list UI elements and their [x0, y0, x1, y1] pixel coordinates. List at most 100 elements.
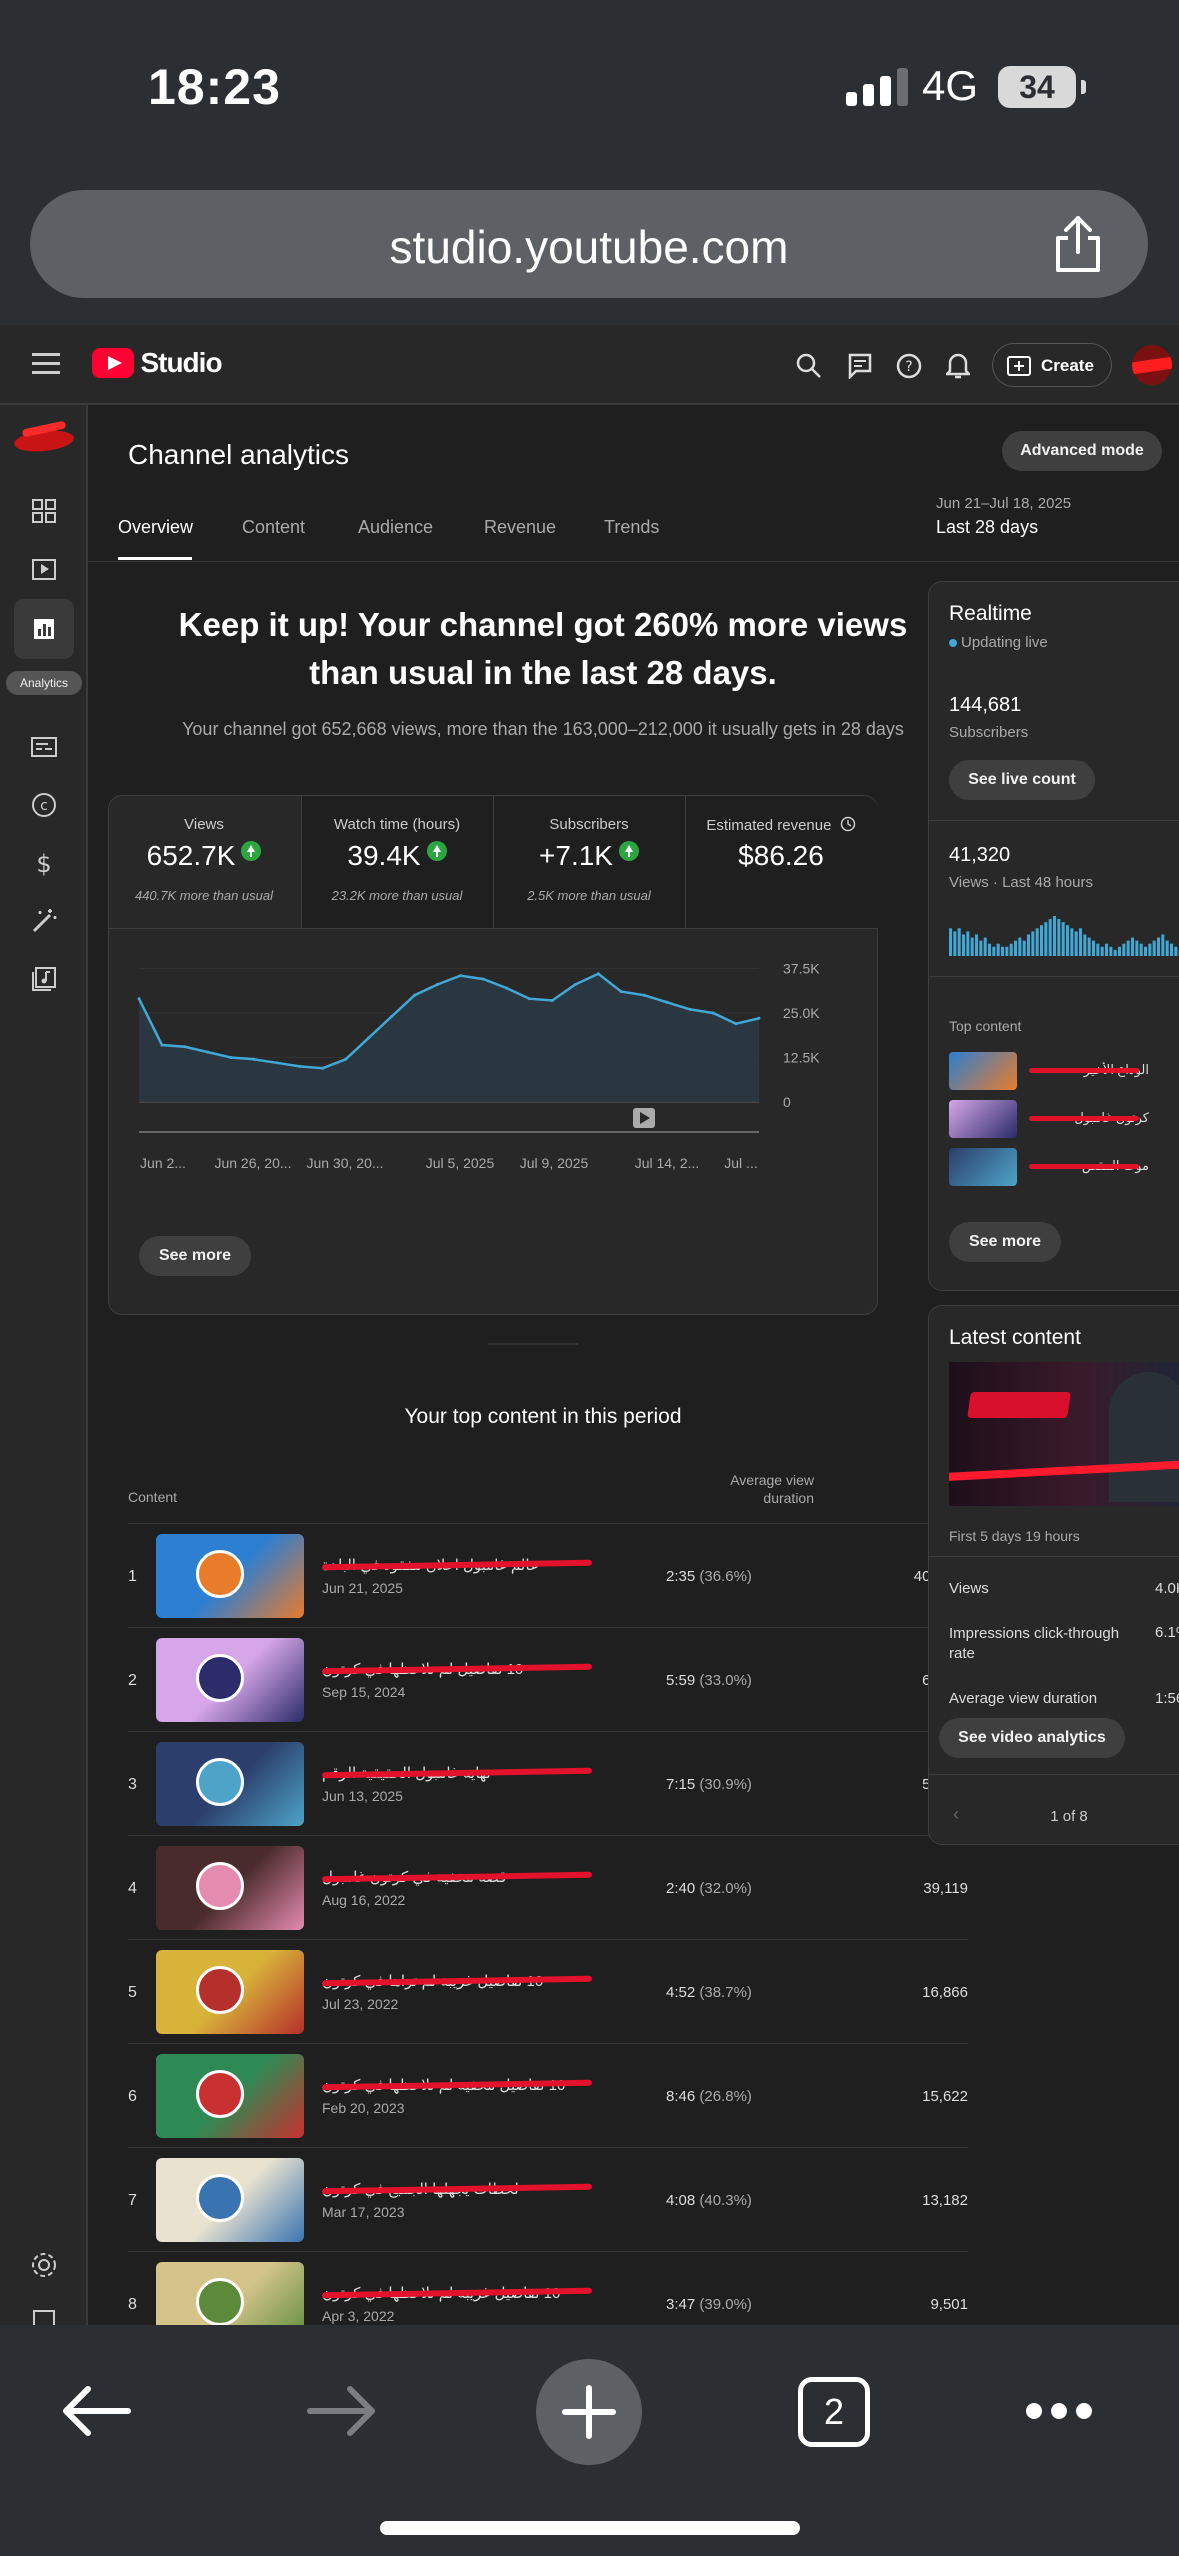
settings-icon[interactable] [28, 2249, 60, 2281]
metric-title: Estimated revenue [686, 816, 876, 834]
thumbnail-character-art [196, 1966, 244, 2014]
video-views: 15,622 [922, 2088, 968, 2105]
audio-library-icon[interactable] [28, 963, 60, 995]
table-row[interactable]: 510 تفاصيل غريبة لم تراها في كرتونJul 23… [128, 1939, 968, 2043]
realtime-bar [1061, 922, 1065, 956]
metric-subscribers[interactable]: Subscribers +7.1K 2.5K more than usual [493, 796, 685, 928]
video-thumbnail[interactable] [156, 2262, 304, 2325]
summary-subtext: Your channel got 652,668 views, more tha… [182, 719, 904, 739]
tabs-button[interactable]: 2 [798, 2377, 870, 2447]
video-marker-icon[interactable] [633, 1108, 655, 1128]
see-video-analytics-button[interactable]: See video analytics [939, 1718, 1125, 1758]
realtime-item-views: 3 [1159, 1158, 1179, 1174]
row-rank: 3 [128, 1776, 137, 1793]
realtime-bar [1152, 940, 1156, 956]
data-point [757, 1016, 761, 1020]
avg-view-duration: 2:35 (36.6%) [666, 1568, 752, 1585]
account-avatar[interactable] [1132, 345, 1172, 385]
dashboard-icon[interactable] [28, 495, 60, 527]
table-row[interactable]: 210 تفاصيل لم تلاحظها في كرتونSep 15, 20… [128, 1627, 968, 1731]
tab-audience[interactable]: Audience [358, 517, 434, 537]
back-icon[interactable] [58, 2381, 132, 2441]
video-date: Jul 23, 2022 [322, 1996, 399, 2012]
table-row[interactable]: 810 تفاصيل غريبة لم تلاحظها في كرتونApr … [128, 2251, 968, 2325]
metric-watch-time[interactable]: Watch time (hours) 39.4K 23.2K more than… [301, 796, 493, 928]
table-row[interactable]: 610 تفاصيل مخفية لم تلاحظها في كرتونFeb … [128, 2043, 968, 2147]
metric-views[interactable]: Views 652.7K 440.7K more than usual [109, 796, 301, 928]
metric-title: Subscribers [549, 816, 629, 833]
realtime-card: Realtime Updating live 144,681 Subscribe… [928, 581, 1179, 1291]
search-icon[interactable] [796, 353, 822, 379]
data-point [642, 993, 646, 997]
tab-revenue[interactable]: Revenue [484, 517, 557, 537]
tab-trends[interactable]: Trends [604, 517, 660, 537]
metric-sub: 2.5K more than usual [527, 888, 651, 903]
realtime-bar [1083, 934, 1087, 956]
realtime-bar [975, 934, 979, 956]
table-row[interactable]: 1عالم غامبول اعلان مفقود في البلدةJun 21… [128, 1523, 968, 1627]
realtime-bar [983, 937, 987, 956]
advanced-mode-button[interactable]: Advanced mode [1002, 431, 1162, 471]
studio-logo[interactable]: Studio [92, 347, 223, 379]
subtitles-icon[interactable] [28, 731, 60, 763]
data-point [160, 1043, 164, 1047]
notifications-icon[interactable] [946, 351, 970, 379]
channel-avatar[interactable] [8, 420, 80, 455]
table-row[interactable]: 7لحظات يجهلها الجميع في كرتونMar 17, 202… [128, 2147, 968, 2251]
content-icon[interactable] [28, 553, 60, 585]
row-rank: 6 [128, 2088, 137, 2105]
video-thumbnail[interactable] [156, 2054, 304, 2138]
create-button[interactable]: Create [992, 343, 1112, 387]
latest-thumbnail[interactable] [949, 1362, 1179, 1506]
realtime-list-item[interactable]: الوداع الأخير25 [949, 1052, 1179, 1092]
tab-content[interactable]: Content [242, 517, 306, 537]
realtime-bar [953, 931, 957, 956]
customization-icon[interactable] [28, 905, 60, 937]
redaction-mark [1029, 1164, 1139, 1169]
copyright-icon[interactable]: c [28, 789, 60, 821]
table-row[interactable]: 3نهاية غامبول الحقيقية الرقمJun 13, 2025… [128, 1731, 968, 1835]
share-icon[interactable] [1050, 214, 1106, 274]
table-row[interactable]: 4قصة مخفية في كرتون غامبولAug 16, 20222:… [128, 1835, 968, 1939]
video-thumbnail[interactable] [156, 1638, 304, 1722]
avg-view-duration: 3:47 (39.0%) [666, 2296, 752, 2313]
see-live-count-button[interactable]: See live count [949, 760, 1095, 800]
forward-icon[interactable] [306, 2381, 380, 2441]
realtime-list-item[interactable]: كرتون غامبول3 [949, 1100, 1179, 1140]
realtime-see-more-button[interactable]: See more [949, 1222, 1061, 1262]
realtime-bar [1074, 931, 1078, 956]
realtime-views-bars[interactable] [949, 912, 1179, 956]
video-thumbnail[interactable] [156, 1742, 304, 1826]
latest-content-card: Latest content First 5 days 19 hours Vie… [928, 1305, 1179, 1845]
address-bar[interactable]: studio.youtube.com [30, 190, 1148, 298]
video-thumbnail[interactable] [156, 1950, 304, 2034]
help-icon[interactable]: ? [896, 353, 922, 379]
more-icon[interactable] [1024, 2401, 1094, 2421]
new-tab-button[interactable] [536, 2359, 642, 2465]
sidebar-item-analytics[interactable] [14, 599, 74, 659]
tab-overview[interactable]: Overview [118, 517, 194, 537]
realtime-bar [966, 931, 970, 956]
prev-page-icon[interactable]: ‹ [953, 1804, 959, 1824]
video-thumbnail[interactable] [156, 1534, 304, 1618]
metric-sub: 440.7K more than usual [134, 888, 274, 903]
metric-revenue[interactable]: Estimated revenue $86.26 [685, 796, 878, 928]
realtime-bar [1018, 937, 1022, 956]
create-label: Create [1041, 356, 1094, 375]
period-selector[interactable]: Last 28 days [936, 517, 1039, 537]
earn-icon[interactable]: $ [28, 847, 60, 879]
realtime-title: Realtime [949, 602, 1032, 625]
feedback-icon[interactable] [848, 353, 872, 379]
video-thumbnail[interactable] [156, 1846, 304, 1930]
menu-icon[interactable] [32, 353, 60, 375]
realtime-list-item[interactable]: موت المقص3 [949, 1148, 1179, 1188]
views-chart[interactable]: 37.5K 25.0K 12.5K 0 Jun 2... Jun 26, 20... Jun… [109, 936, 879, 1206]
avg-view-duration: 7:15 (30.9%) [666, 1776, 752, 1793]
latest-divider [929, 1556, 1179, 1557]
section-divider [488, 1343, 578, 1345]
x-tick-label: Jun 2... [140, 1155, 186, 1171]
video-thumbnail[interactable] [156, 2158, 304, 2242]
see-more-button[interactable]: See more [139, 1236, 251, 1276]
realtime-thumbnail [949, 1052, 1017, 1090]
up-arrow-icon [426, 841, 447, 861]
